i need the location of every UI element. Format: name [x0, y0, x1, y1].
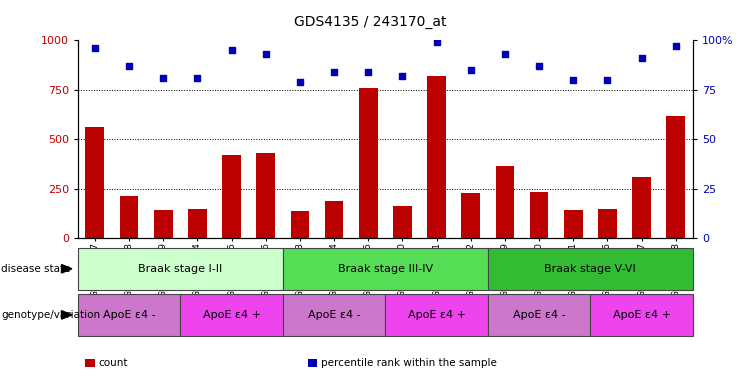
- Bar: [564, 210, 582, 238]
- Bar: [666, 116, 685, 238]
- Bar: [154, 210, 173, 238]
- Bar: [385, 294, 488, 336]
- Text: ApoE ε4 -: ApoE ε4 -: [308, 310, 360, 320]
- Bar: [632, 177, 651, 238]
- Bar: [78, 248, 283, 290]
- Bar: [180, 294, 283, 336]
- Bar: [78, 294, 180, 336]
- Point: [225, 47, 237, 53]
- Text: count: count: [99, 358, 128, 368]
- Point: [157, 75, 169, 81]
- Text: ApoE ε4 +: ApoE ε4 +: [202, 310, 261, 320]
- Point: [294, 79, 306, 85]
- Bar: [488, 294, 591, 336]
- Point: [89, 45, 101, 51]
- Text: Braak stage I-II: Braak stage I-II: [138, 264, 222, 274]
- Point: [636, 55, 648, 61]
- Bar: [119, 195, 139, 238]
- Point: [602, 77, 614, 83]
- Bar: [393, 207, 412, 238]
- Point: [431, 39, 442, 45]
- Text: Braak stage V-VI: Braak stage V-VI: [545, 264, 637, 274]
- Text: GDS4135 / 243170_at: GDS4135 / 243170_at: [294, 15, 447, 29]
- Bar: [598, 209, 617, 238]
- Text: ApoE ε4 +: ApoE ε4 +: [408, 310, 465, 320]
- Point: [123, 63, 135, 69]
- Bar: [222, 155, 241, 238]
- Bar: [290, 211, 309, 238]
- Bar: [427, 76, 446, 238]
- Bar: [496, 166, 514, 238]
- Text: ApoE ε4 -: ApoE ε4 -: [513, 310, 565, 320]
- Bar: [591, 294, 693, 336]
- Text: Braak stage III-IV: Braak stage III-IV: [338, 264, 433, 274]
- Text: percentile rank within the sample: percentile rank within the sample: [321, 358, 496, 368]
- Text: ApoE ε4 -: ApoE ε4 -: [103, 310, 156, 320]
- Bar: [283, 248, 488, 290]
- Bar: [488, 248, 693, 290]
- Point: [670, 43, 682, 49]
- Point: [328, 69, 340, 75]
- Point: [396, 73, 408, 79]
- Bar: [462, 193, 480, 238]
- Text: genotype/variation: genotype/variation: [1, 310, 101, 320]
- Point: [260, 51, 272, 57]
- Bar: [325, 202, 344, 238]
- Bar: [188, 209, 207, 238]
- Text: disease state: disease state: [1, 264, 71, 274]
- Bar: [85, 127, 104, 238]
- Bar: [283, 294, 385, 336]
- Point: [362, 69, 374, 75]
- Text: ApoE ε4 +: ApoE ε4 +: [613, 310, 671, 320]
- Point: [465, 67, 476, 73]
- Bar: [530, 192, 548, 238]
- Bar: [256, 153, 275, 238]
- Point: [499, 51, 511, 57]
- Point: [534, 63, 545, 69]
- Bar: [359, 88, 378, 238]
- Point: [191, 75, 203, 81]
- Point: [568, 77, 579, 83]
